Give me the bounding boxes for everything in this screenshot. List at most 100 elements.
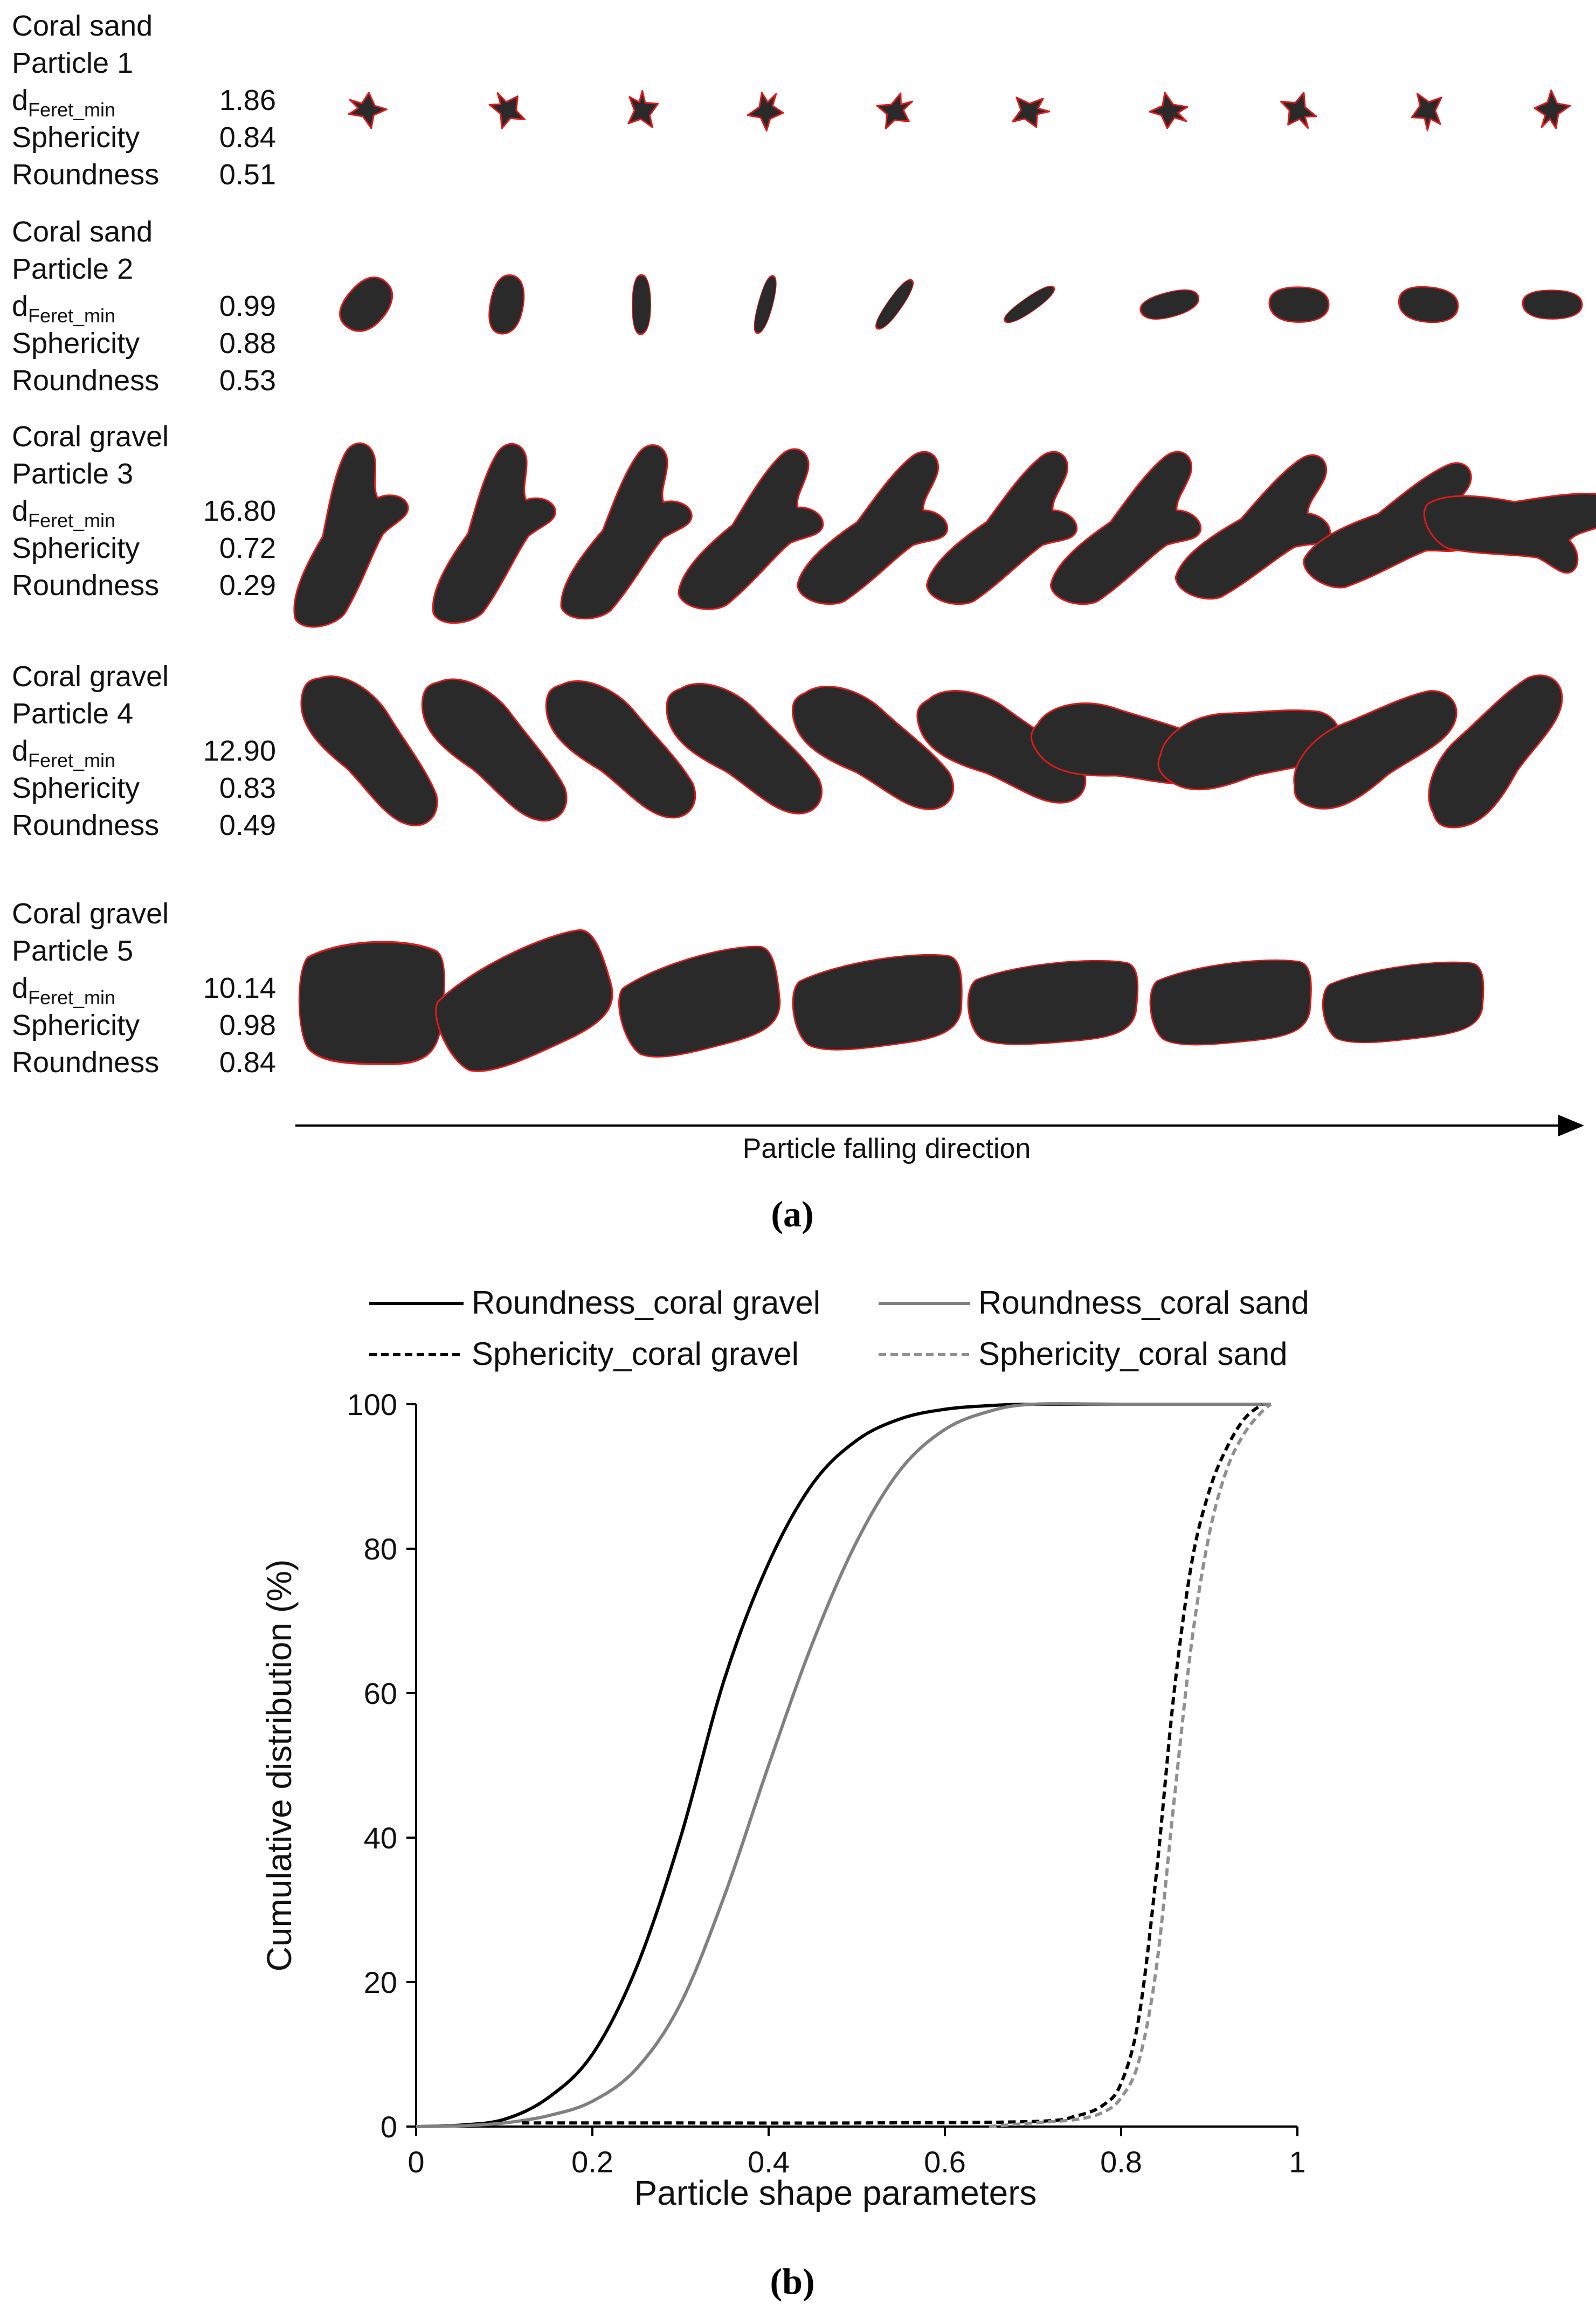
particle-frame-1 [339, 276, 393, 332]
feret-value: 0.99 [219, 290, 276, 322]
y-tick-label: 100 [347, 1388, 397, 1421]
feret-label: d [12, 290, 28, 322]
roundness-label: Roundness [12, 569, 159, 602]
y-tick-label: 20 [364, 1965, 397, 1999]
particle-5-label-block: Coral gravel Particle 5 d Feret_min 10.14 Sph… [12, 898, 276, 1079]
particle-frame-6 [1012, 96, 1051, 128]
sphericity-value: 0.84 [219, 121, 276, 154]
roundness-label: Roundness [12, 1046, 159, 1079]
x-tick-label: 0 [407, 2145, 424, 2179]
sphericity-value: 0.72 [219, 532, 276, 564]
x-tick-label: 0.6 [924, 2145, 966, 2179]
feret-subscript: Feret_min [28, 509, 115, 532]
panel-a-caption: (a) [771, 1193, 813, 1234]
particle-frame-4 [792, 954, 963, 1051]
legend-label-roundness-gravel: Roundness_coral gravel [472, 1285, 820, 1321]
falling-direction-label: Particle falling direction [743, 1133, 1031, 1164]
particle-frame-10 [1533, 89, 1571, 129]
series-roundness-coral-sand [416, 1402, 1271, 2128]
feret-value: 10.14 [203, 972, 276, 1004]
particle-frame-5 [792, 686, 955, 810]
sphericity-label: Sphericity [12, 121, 140, 154]
particle-number: Particle 5 [12, 935, 133, 967]
particle-frame-9 [1411, 93, 1442, 132]
particle-number: Particle 1 [12, 47, 133, 79]
particle-frame-3 [627, 89, 659, 128]
particle-type: Coral gravel [12, 420, 169, 453]
feret-value: 16.80 [203, 495, 276, 527]
particle-4-frames [300, 674, 1563, 829]
particle-number: Particle 2 [12, 253, 133, 285]
particle-1-frames [348, 89, 1571, 132]
y-tick-label: 0 [381, 2110, 397, 2144]
particle-frame-6 [925, 451, 1078, 605]
panel-b-caption: (b) [770, 2261, 814, 2302]
feret-subscript: Feret_min [28, 986, 115, 1009]
particle-frame-3 [632, 274, 651, 335]
particle-frame-7 [1149, 92, 1189, 129]
roundness-value: 0.51 [219, 158, 276, 191]
roundness-label: Roundness [12, 158, 159, 191]
particle-frame-1 [298, 941, 445, 1065]
feret-value: 1.86 [219, 84, 276, 116]
particle-number: Particle 4 [12, 698, 133, 730]
roundness-value: 0.49 [219, 809, 276, 841]
particle-frame-4 [747, 92, 784, 132]
legend-label-sphericity-sand: Sphericity_coral sand [978, 1336, 1288, 1372]
sphericity-label: Sphericity [12, 532, 140, 564]
particle-frame-2 [421, 678, 568, 822]
sphericity-label: Sphericity [12, 772, 140, 804]
panel-b-cumulative-chart: Roundness_coral gravel Roundness_coral s… [260, 1285, 1309, 2302]
series-lines [416, 1402, 1272, 2128]
particle-type: Coral sand [12, 10, 153, 42]
particle-frame-4 [666, 682, 823, 815]
series-roundness-coral-gravel [416, 1402, 1271, 2128]
particle-frame-5 [796, 451, 949, 605]
feret-label: d [12, 84, 28, 116]
particle-type: Coral gravel [12, 660, 169, 693]
particle-2-frames [339, 274, 1583, 335]
y-ticks: 0 20 40 60 80 100 [347, 1388, 416, 2144]
particle-3-frames [293, 442, 1596, 628]
particle-frame-10 [1522, 289, 1583, 320]
feret-subscript: Feret_min [28, 305, 115, 327]
particle-frame-8 [1268, 286, 1330, 323]
particle-frame-1 [348, 92, 388, 129]
particle-frame-5 [967, 960, 1139, 1045]
roundness-value: 0.53 [219, 364, 276, 397]
particle-frame-3 [545, 680, 696, 819]
particle-frame-1 [293, 442, 409, 628]
particle-frame-7 [1139, 289, 1199, 320]
particle-frame-3 [618, 945, 781, 1058]
feret-subscript: Feret_min [28, 749, 115, 771]
sphericity-value: 0.98 [219, 1009, 276, 1041]
particle-frame-2 [435, 929, 613, 1072]
particle-frame-10 [1423, 493, 1596, 574]
feret-label: d [12, 735, 28, 767]
x-ticks: 0 0.2 0.4 0.6 0.8 1 [407, 2127, 1306, 2179]
feret-label: d [12, 972, 28, 1004]
roundness-label: Roundness [12, 364, 159, 397]
y-tick-label: 40 [364, 1821, 397, 1855]
particle-frame-9 [1398, 286, 1459, 323]
feret-subscript: Feret_min [28, 99, 115, 121]
particle-frame-4 [754, 275, 777, 334]
y-axis-label: Cumulative distribution (%) [260, 1559, 299, 1972]
particle-4-label-block: Coral gravel Particle 4 d Feret_min 12.90 Sph… [12, 660, 276, 841]
particle-type: Coral sand [12, 216, 153, 248]
particle-frame-9 [1293, 690, 1457, 810]
particle-frame-10 [1428, 674, 1563, 829]
particle-frame-3 [560, 444, 693, 620]
roundness-label: Roundness [12, 809, 159, 841]
particle-5-frames [298, 929, 1484, 1072]
x-tick-label: 0.4 [748, 2145, 790, 2179]
particle-3-label-block: Coral gravel Particle 3 d Feret_min 16.80 Sph… [12, 420, 276, 602]
particle-frame-2 [432, 443, 557, 624]
y-tick-label: 60 [364, 1676, 397, 1710]
particle-type: Coral gravel [12, 898, 169, 930]
sphericity-label: Sphericity [12, 327, 140, 360]
roundness-value: 0.84 [219, 1046, 276, 1079]
particle-frame-7 [1049, 451, 1202, 605]
series-sphericity-coral-sand [989, 1403, 1272, 2128]
particle-frame-6 [916, 690, 1087, 804]
